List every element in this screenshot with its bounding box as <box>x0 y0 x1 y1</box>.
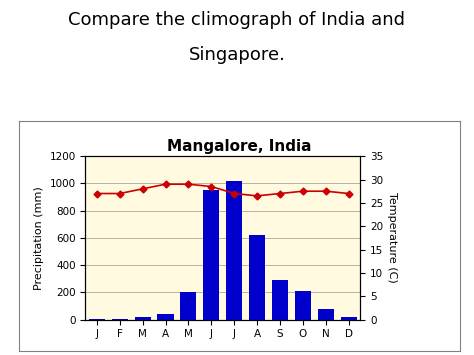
Bar <box>226 181 242 320</box>
Text: Compare the climograph of India and: Compare the climograph of India and <box>69 11 405 29</box>
Bar <box>272 280 288 320</box>
Bar <box>203 190 219 320</box>
Text: Singapore.: Singapore. <box>189 46 285 64</box>
Bar <box>295 291 311 320</box>
Bar <box>89 319 105 320</box>
Y-axis label: Precipitation (mm): Precipitation (mm) <box>34 186 44 290</box>
Bar <box>318 309 334 320</box>
Bar <box>181 292 196 320</box>
Bar <box>249 235 265 320</box>
Y-axis label: Temperature (C): Temperature (C) <box>387 192 397 283</box>
Bar <box>157 314 173 320</box>
Bar <box>341 317 357 320</box>
Bar <box>112 319 128 320</box>
Bar <box>135 317 151 320</box>
Text: Mangalore, India: Mangalore, India <box>167 139 311 154</box>
